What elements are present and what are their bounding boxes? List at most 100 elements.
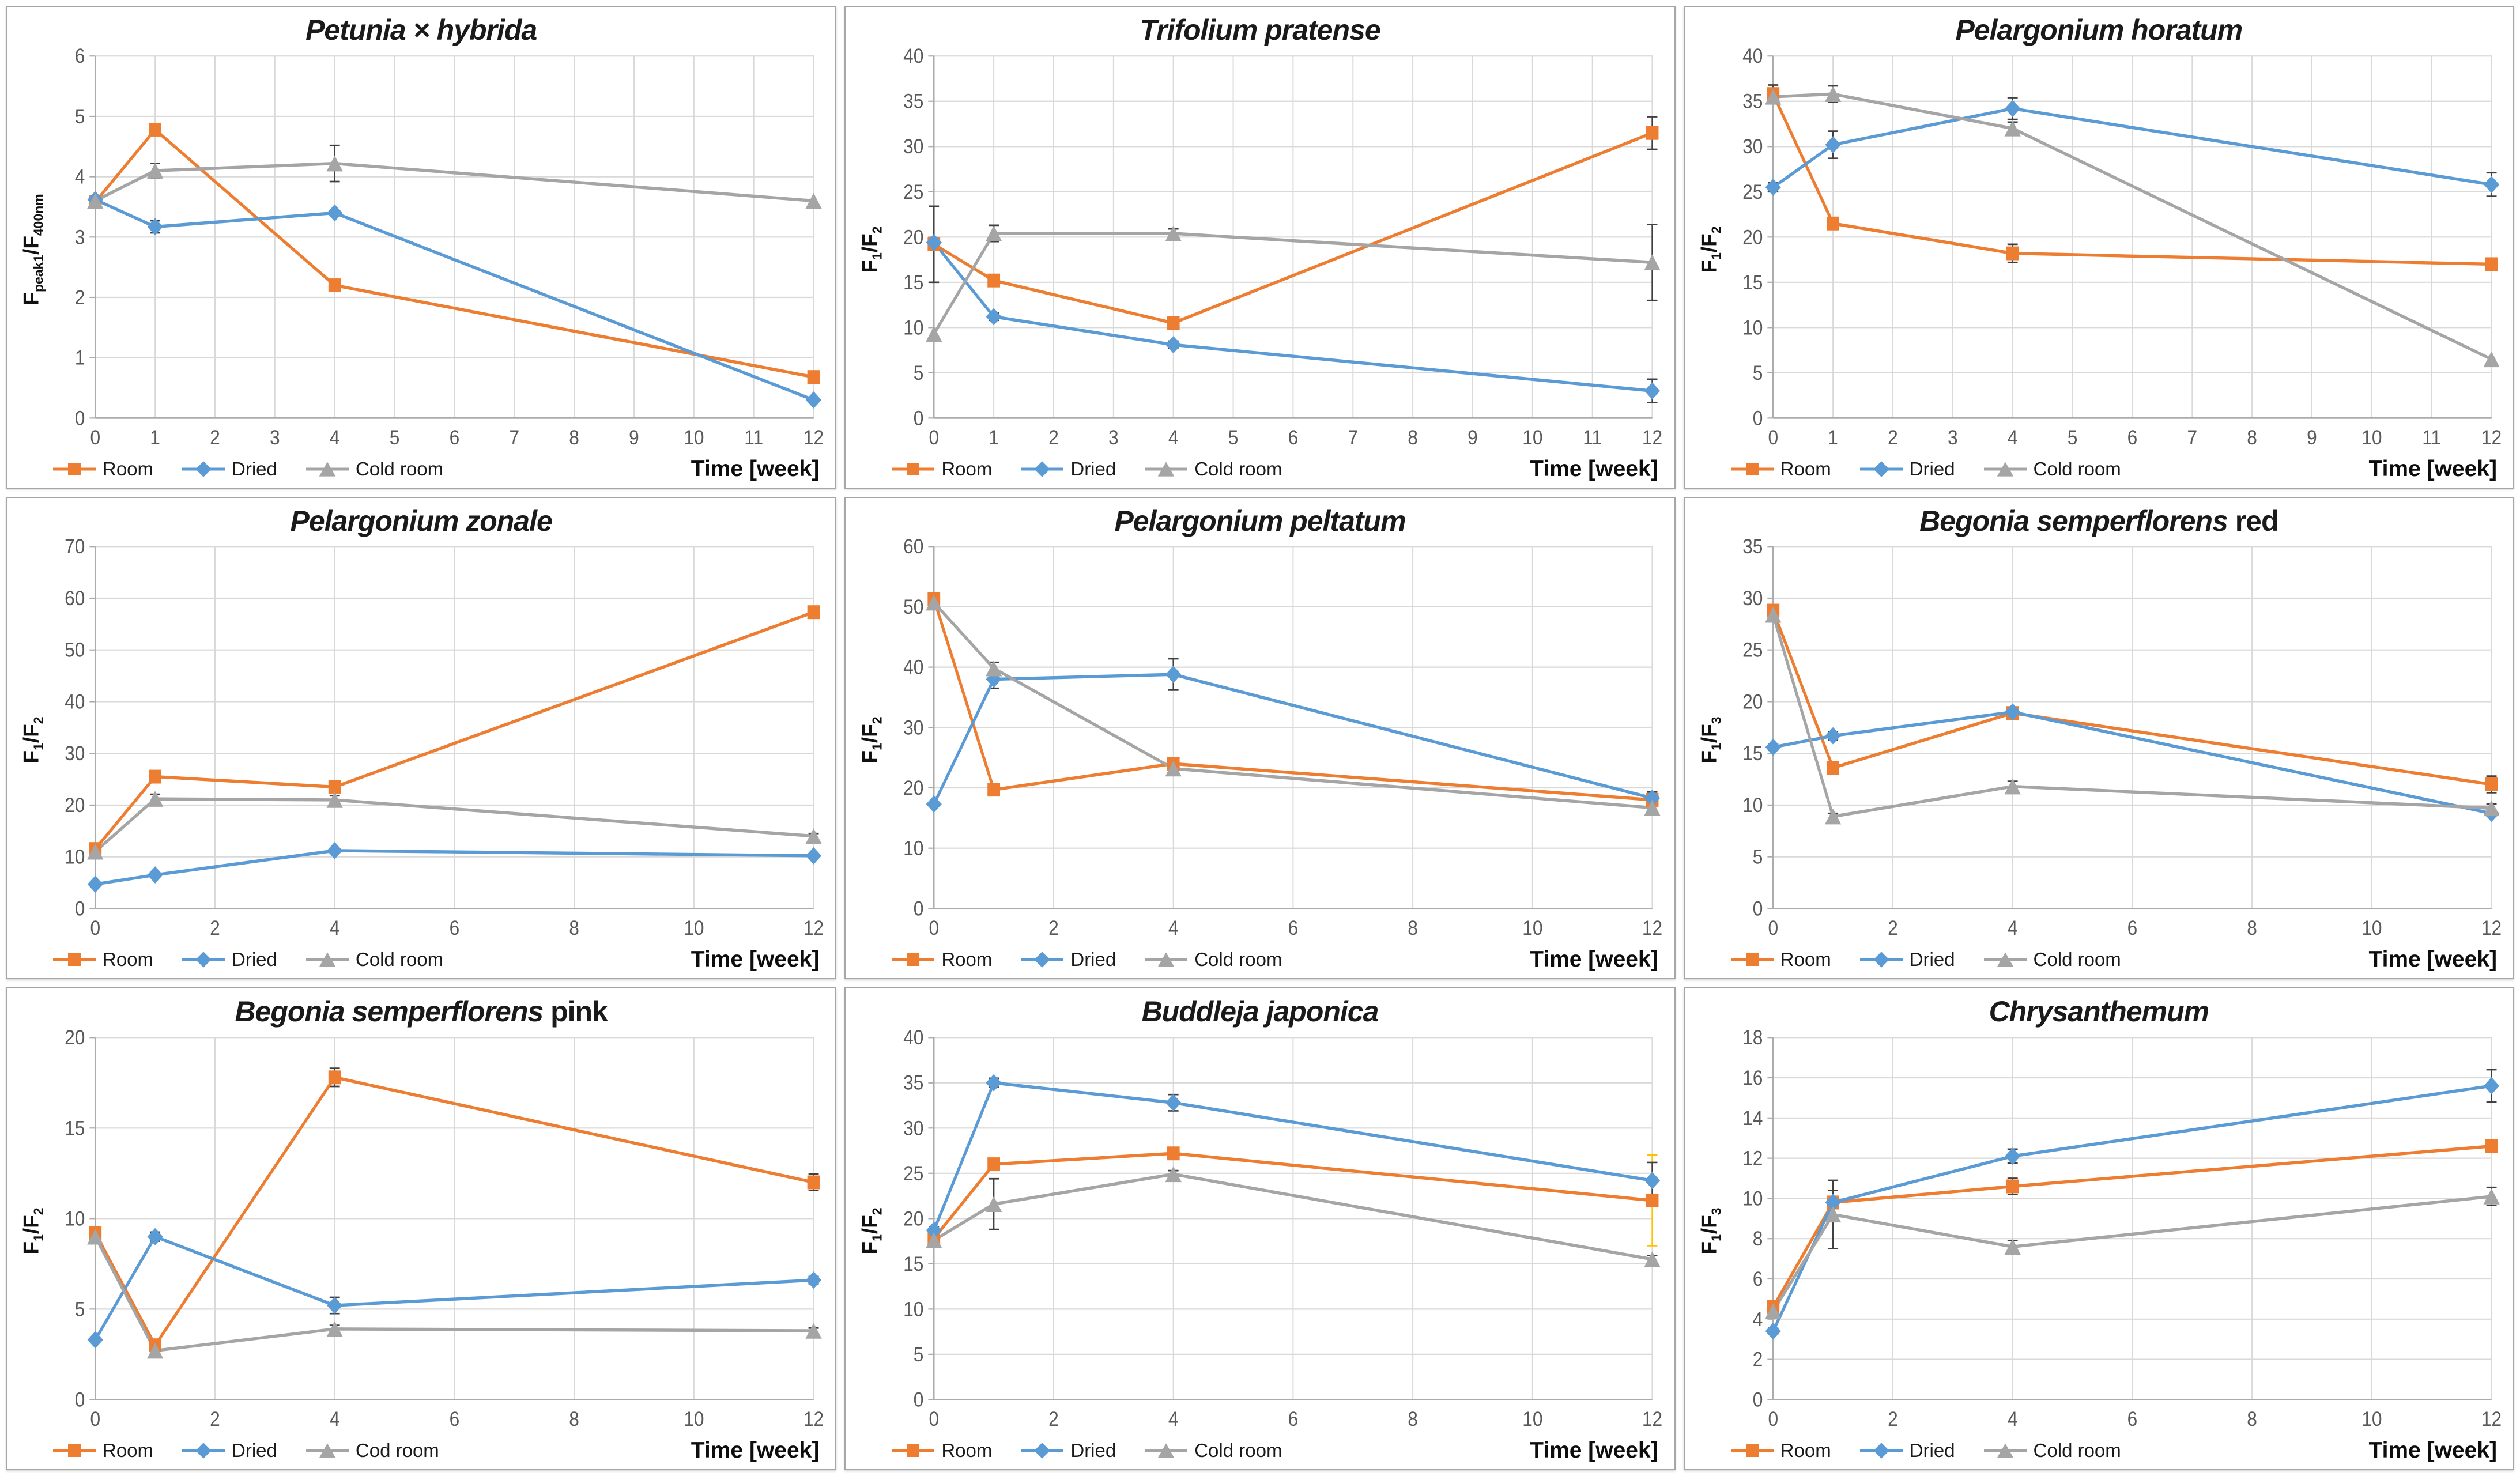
legend-marker-room-icon: [891, 951, 935, 968]
marker-diamond: [87, 1331, 103, 1349]
y-tick-label: 35: [1742, 538, 1763, 558]
legend-label: Room: [103, 1440, 154, 1461]
plot-canvas: 0 5 10 15 20 25 30 35 40 0 2 4 6 8 10 12: [904, 1029, 1663, 1431]
y-tick-label: 25: [1742, 181, 1763, 203]
marker-triangle: [1997, 952, 2013, 967]
legend-marker-glyph: [53, 1444, 96, 1457]
marker-square: [1646, 1193, 1659, 1207]
y-tick-label: 3: [75, 226, 85, 248]
y-axis-title-segment: F: [1696, 259, 1721, 273]
x-tick-label: 0: [90, 426, 100, 449]
legend-marker-glyph: [182, 1443, 225, 1459]
y-axis-title-text: Fpeak1/F400nm: [19, 194, 46, 305]
series-line-room: [1771, 609, 2493, 786]
marker-square: [2006, 1179, 2019, 1194]
x-tick-label: 3: [1108, 426, 1119, 449]
y-axis-title-subscript: 1: [1708, 1234, 1724, 1241]
legend-marker-glyph: [1859, 460, 1903, 477]
y-tick-label: 40: [65, 691, 85, 714]
series-line-cold-room: [1771, 92, 2493, 361]
chart-panel-trifolium-pratense: Trifolium pratense F1/F2 0 5 10 15 20 25 30 35 4…: [844, 6, 1676, 489]
y-axis-title-text: F1/F2: [1697, 226, 1724, 273]
y-axis-title: F1/F2: [854, 538, 889, 942]
marker-square: [907, 1444, 920, 1457]
legend-item-room: Room: [52, 949, 153, 971]
x-tick-label: 6: [450, 426, 460, 449]
x-tick-label: 6: [2127, 426, 2137, 449]
chart-title-italic: Pelargonium peltatum: [1114, 504, 1406, 537]
series-line-dried: [1771, 1084, 2493, 1333]
series-line-cold-room: [93, 797, 816, 854]
legend-marker-glyph: [1983, 952, 2027, 967]
series-line-cold-room: [933, 601, 1654, 810]
chart-title: Trifolium pratense: [854, 14, 1666, 47]
series-line-dried: [1771, 710, 2493, 816]
x-tick-label: 8: [569, 1409, 579, 1431]
y-tick-label: 30: [65, 743, 85, 765]
y-tick-label: 30: [1742, 135, 1763, 158]
marker-diamond: [327, 842, 343, 860]
x-tick-label: 10: [1523, 1409, 1543, 1431]
x-tick-label: 7: [1348, 426, 1359, 449]
y-tick-label: 15: [65, 1118, 85, 1140]
x-tick-label: 4: [2008, 1409, 2018, 1431]
marker-square: [68, 462, 81, 475]
plot-row: F1/F3 0 5 10 15 20 25 30 35 0 2 4 6 8 10 12: [1693, 538, 2505, 942]
marker-triangle: [87, 1228, 104, 1245]
marker-diamond: [2483, 175, 2499, 193]
y-axis-title-text: F1/F3: [1697, 1207, 1724, 1254]
chart-title: Petunia × hybrida: [15, 14, 827, 47]
marker-triangle: [1824, 85, 1841, 102]
legend-label: Dried: [1909, 458, 1955, 480]
x-tick-label: 8: [2247, 426, 2257, 449]
x-tick-label: 10: [2361, 1409, 2382, 1431]
y-tick-label: 15: [1742, 271, 1763, 294]
x-tick-label: 0: [1768, 918, 1778, 940]
legend-marker-dried-icon: [1020, 460, 1065, 478]
marker-diamond: [2483, 1077, 2499, 1094]
legend-marker-glyph: [182, 460, 225, 477]
marker-square: [328, 278, 341, 292]
chart-footer: Room Dried Cold room Time [week]: [854, 1433, 1666, 1466]
legend-marker-room-icon: [52, 951, 97, 968]
y-axis-title-segment: /F: [1696, 1215, 1721, 1235]
legend-marker-glyph: [892, 953, 935, 967]
y-tick-label: 30: [904, 717, 924, 739]
chart-title: Pelargonium zonale: [15, 505, 827, 538]
marker-triangle: [1157, 462, 1175, 477]
legend-label: Room: [1780, 458, 1831, 480]
legend-item-dried: Dried: [181, 949, 277, 971]
legend-marker-glyph: [1145, 1443, 1188, 1458]
marker-square: [2485, 256, 2498, 271]
marker-triangle: [926, 594, 942, 611]
legend: Room Dried Cold room: [52, 949, 443, 971]
x-tick-label: 6: [1288, 918, 1299, 940]
x-tick-label: 2: [1888, 1409, 1898, 1431]
marker-square: [987, 783, 1001, 797]
marker-diamond: [147, 218, 163, 235]
y-axis-title-text: F1/F2: [858, 1207, 885, 1254]
y-tick-label: 10: [1742, 1188, 1763, 1210]
series-line-cold-room: [93, 161, 816, 202]
y-axis-title-segment: /F: [19, 1215, 43, 1235]
marker-diamond: [805, 847, 822, 865]
marker-diamond: [1644, 382, 1661, 399]
series-line-dried: [93, 849, 816, 886]
marker-triangle: [986, 225, 1002, 241]
marker-diamond: [926, 795, 942, 813]
marker-diamond: [327, 1296, 343, 1314]
legend-label: Cold room: [2033, 949, 2121, 971]
y-tick-label: 16: [1742, 1067, 1763, 1090]
legend-marker-cold-room-icon: [305, 460, 350, 478]
y-tick-label: 5: [75, 105, 85, 128]
marker-triangle: [1157, 1443, 1175, 1458]
y-axis-title-text: F1/F3: [1697, 717, 1724, 764]
y-axis-title-text: F1/F2: [19, 717, 46, 764]
y-axis-title-segment: /F: [858, 724, 882, 743]
marker-square: [149, 122, 162, 137]
marker-diamond: [1644, 789, 1661, 807]
y-axis-title: F1/F3: [1693, 1029, 1729, 1433]
